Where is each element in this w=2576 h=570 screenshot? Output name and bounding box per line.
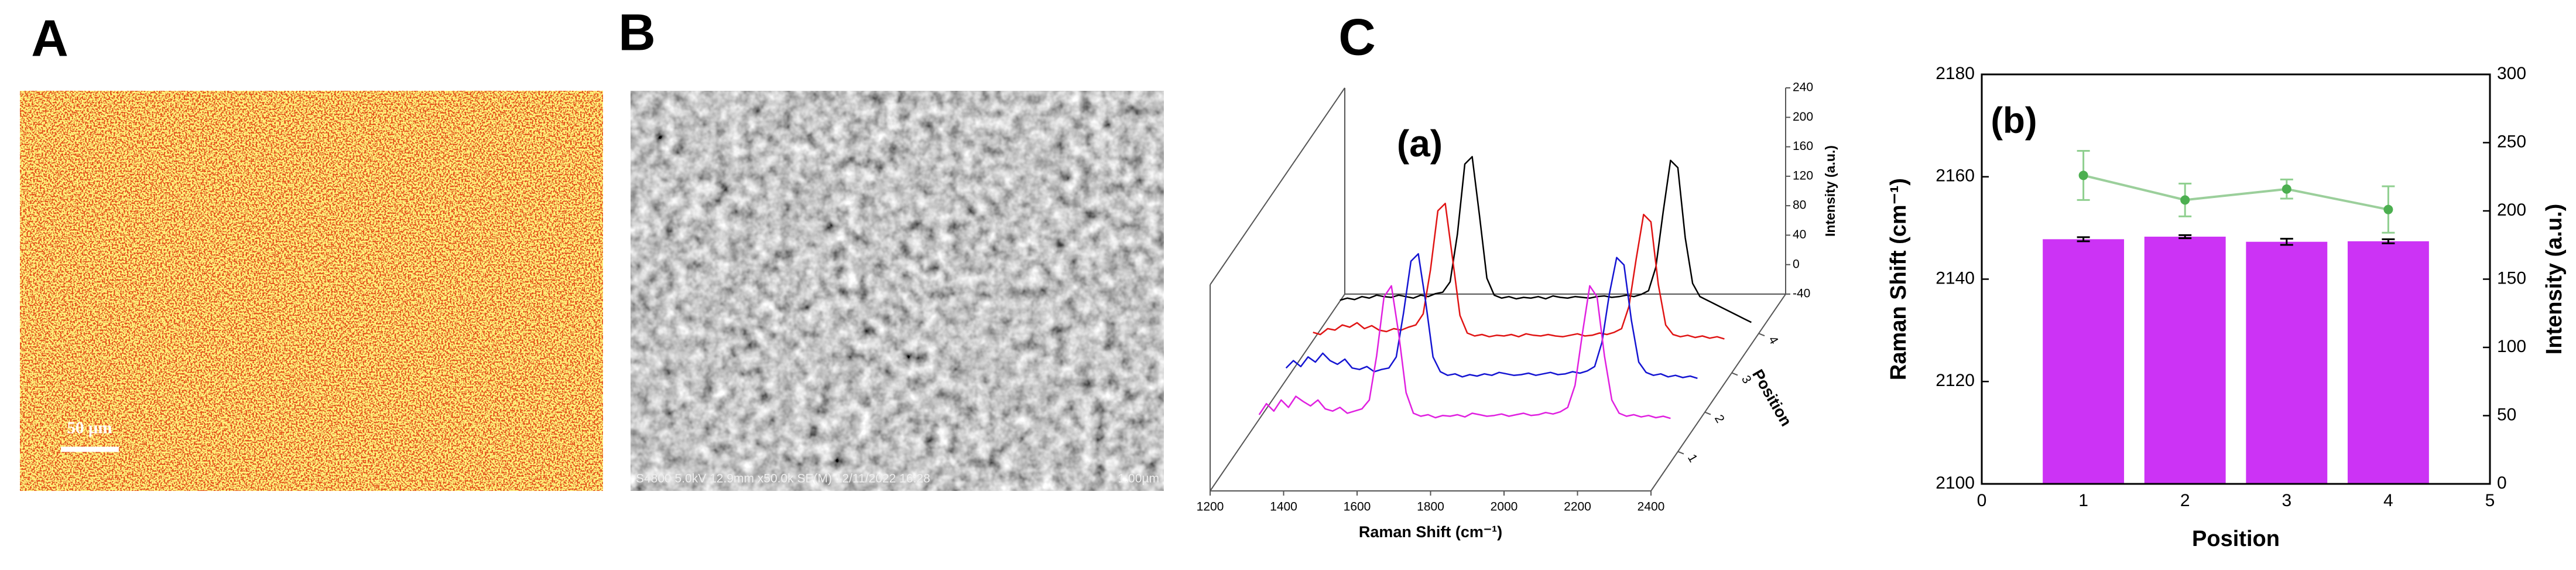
x-tick-label: 1800 — [1417, 500, 1444, 514]
z-axis-label: Position — [1749, 366, 1795, 429]
spectrum — [1258, 285, 1671, 419]
frame-line — [1210, 87, 1345, 285]
x-tick-label: 4 — [2383, 491, 2393, 510]
point — [2078, 170, 2088, 180]
x-tick-label: 1200 — [1197, 500, 1224, 514]
bar-line-chart: 2100 2120 2140 2160 2180 0 50 100 150 200 250 300 0 1… — [1886, 64, 2567, 551]
bar — [2043, 239, 2125, 484]
y2-tick-label: 300 — [2497, 64, 2526, 83]
panel-label: A — [31, 9, 68, 67]
error-bar — [2382, 238, 2395, 244]
y-tick-label: 80 — [1793, 199, 1806, 212]
annotation: (b) — [1991, 100, 2037, 141]
x-tick-label: 0 — [1977, 491, 1987, 510]
y2-tick-label: 0 — [2497, 473, 2507, 493]
error-bar — [2077, 236, 2090, 243]
z-axis — [1650, 293, 1786, 492]
bar — [2347, 241, 2429, 484]
y-axis-label: Raman Shift (cm⁻¹) — [1886, 178, 1911, 380]
scale-bar-label: 50 µm — [67, 419, 112, 438]
error-bar — [2178, 234, 2192, 240]
plot-frame — [1981, 73, 2491, 485]
sem-texture — [631, 91, 1164, 491]
x-tick-label: 5 — [2485, 491, 2495, 510]
waterfall-chart: 1200 1400 1600 1800 2000 2200 2400-40040801201… — [1197, 81, 1838, 541]
y-tick-label: -40 — [1793, 287, 1810, 301]
sem-scale-label: 1.00µm — [1118, 472, 1159, 486]
y-tick-label: 120 — [1793, 169, 1813, 182]
y2-tick-label: 150 — [2497, 268, 2526, 288]
y-tick-label: 200 — [1793, 110, 1813, 124]
annotation: (a) — [1397, 122, 1443, 165]
x-tick-label: 1600 — [1344, 500, 1371, 514]
y-tick-label: 40 — [1793, 228, 1806, 241]
x-tick-label: 2200 — [1564, 500, 1591, 514]
spectrum — [1340, 156, 1752, 323]
y-tick-label: 2100 — [1936, 473, 1975, 493]
z-tick — [1731, 372, 1738, 376]
y2-tick-label: 250 — [2497, 132, 2526, 151]
z-tick-label: 4 — [1766, 334, 1781, 347]
y2-tick-label: 50 — [2497, 405, 2516, 424]
panel-label: C — [1338, 8, 1376, 66]
y-tick-label: 240 — [1793, 81, 1813, 94]
spectrum — [1313, 203, 1725, 340]
y-tick-label: 0 — [1793, 257, 1800, 271]
z-tick — [1704, 411, 1711, 415]
x-tick-label: 2000 — [1491, 500, 1518, 514]
bar — [2144, 236, 2226, 484]
x-tick-label: 2400 — [1638, 500, 1665, 514]
error-bar — [2280, 237, 2293, 246]
point — [2383, 204, 2393, 214]
x-tick-label: 1 — [2078, 491, 2088, 510]
y-tick-label: 2140 — [1936, 268, 1975, 288]
point — [2180, 195, 2190, 205]
x-axis-label: Position — [2192, 527, 2280, 551]
y2-tick-label: 200 — [2497, 200, 2526, 220]
y2-tick-label: 100 — [2497, 337, 2526, 356]
sem-caption: S4800 5.0kV 12.9mm x50.0k SE(M) 12/11/20… — [636, 472, 930, 486]
bar — [2246, 241, 2328, 484]
z-tick-label: 1 — [1685, 452, 1700, 465]
frame-line — [1210, 293, 1345, 492]
y-tick-label: 2180 — [1936, 64, 1975, 83]
x-axis-label: Raman Shift (cm⁻¹) — [1359, 523, 1502, 541]
y-tick-label: 2160 — [1936, 166, 1975, 186]
y-tick-label: 160 — [1793, 139, 1813, 153]
z-tick — [1677, 450, 1684, 455]
line — [2083, 174, 2389, 211]
z-tick-label: 2 — [1712, 412, 1727, 425]
y2-axis-label: Intensity (a.u.) — [2542, 204, 2567, 355]
x-tick-label: 1400 — [1270, 500, 1297, 514]
point — [2282, 184, 2291, 194]
y-tick-label: 2120 — [1936, 371, 1975, 390]
optical-image — [20, 91, 603, 491]
x-tick-label: 2 — [2180, 491, 2190, 510]
x-tick-label: 3 — [2282, 491, 2291, 510]
panel-label: B — [618, 3, 656, 61]
spectrum — [1285, 253, 1698, 379]
y-axis-label: Intensity (a.u.) — [1823, 145, 1838, 237]
z-tick — [1758, 333, 1765, 337]
